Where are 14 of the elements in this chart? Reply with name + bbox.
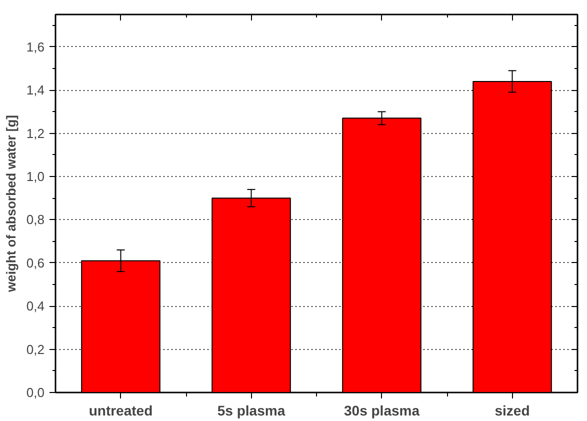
x-tick-label: sized bbox=[494, 402, 530, 418]
y-tick-label: 1,6 bbox=[26, 39, 45, 54]
y-tick-label: 1,2 bbox=[26, 126, 45, 141]
y-tick-label: 1,0 bbox=[26, 169, 45, 184]
y-tick-label: 0,4 bbox=[26, 298, 45, 314]
y-axis-title: weight of absorbed water [g] bbox=[3, 115, 18, 293]
x-tick-label: 30s plasma bbox=[344, 402, 420, 418]
x-tick-label: untreated bbox=[88, 402, 153, 418]
y-tick-label: 0,8 bbox=[26, 212, 45, 228]
y-tick-label: 0,6 bbox=[26, 255, 45, 270]
y-tick-label: 1,4 bbox=[26, 82, 45, 98]
x-tick-label: 5s plasma bbox=[217, 402, 286, 418]
y-tick-label: 0,0 bbox=[26, 385, 45, 400]
y-tick-label: 0,2 bbox=[26, 342, 45, 357]
